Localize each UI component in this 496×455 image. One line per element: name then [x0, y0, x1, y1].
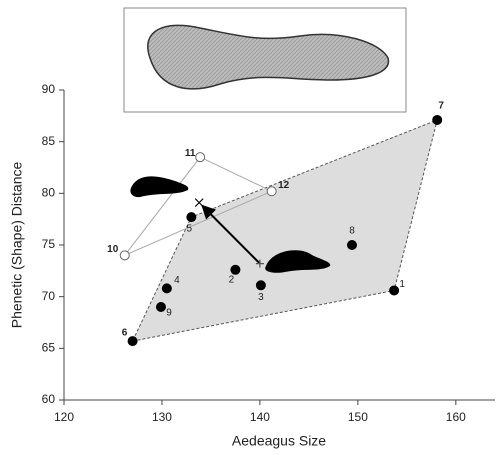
x-tick-label: 130	[152, 410, 172, 424]
x-tick-label: 140	[250, 410, 270, 424]
point	[161, 283, 172, 294]
point-label: 5	[187, 224, 193, 235]
x-tick-label: 120	[54, 410, 74, 424]
silhouette	[265, 250, 331, 273]
point-label: 1	[399, 279, 405, 290]
x-tick-label: 160	[446, 410, 466, 424]
point	[266, 186, 277, 197]
y-tick-label: 65	[42, 341, 56, 355]
point-label: 2	[229, 274, 235, 285]
point	[389, 285, 400, 296]
y-tick-label: 80	[42, 186, 56, 200]
x-tick-label: 150	[348, 410, 368, 424]
point	[346, 240, 357, 250]
point	[127, 336, 138, 347]
point	[255, 280, 266, 291]
point-label: 11	[185, 148, 196, 159]
point-label: 10	[107, 244, 119, 255]
point	[119, 250, 130, 261]
open-hull	[124, 156, 273, 256]
y-tick-label: 85	[42, 134, 56, 148]
point-label: 8	[349, 226, 355, 237]
point-label: 6	[122, 328, 128, 339]
point	[155, 302, 166, 312]
plot: 120 130 140 150 1606065707580859012345678910…	[42, 82, 495, 424]
centroid-plus	[255, 259, 264, 268]
point	[432, 114, 443, 125]
aedeagus-outline	[147, 24, 390, 90]
point-label: 9	[166, 308, 172, 319]
point-label: 7	[438, 101, 444, 112]
x-axis-label: Aedeagus Size	[232, 433, 326, 449]
y-tick-label: 70	[42, 289, 56, 303]
point	[195, 152, 206, 163]
point-label: 12	[278, 180, 290, 191]
point-label: 4	[174, 275, 180, 286]
shift-arrow	[201, 204, 261, 265]
silhouette	[130, 176, 189, 198]
y-tick-label: 75	[42, 237, 56, 251]
y-tick-label: 90	[42, 82, 56, 96]
convex-hull	[131, 119, 438, 342]
y-axis-label: Phenetic (Shape) Distance	[9, 162, 25, 329]
centroid-cross	[194, 198, 204, 208]
y-tick-label: 60	[42, 392, 56, 406]
point	[186, 212, 197, 223]
point-label: 3	[258, 292, 264, 303]
point	[230, 264, 241, 275]
